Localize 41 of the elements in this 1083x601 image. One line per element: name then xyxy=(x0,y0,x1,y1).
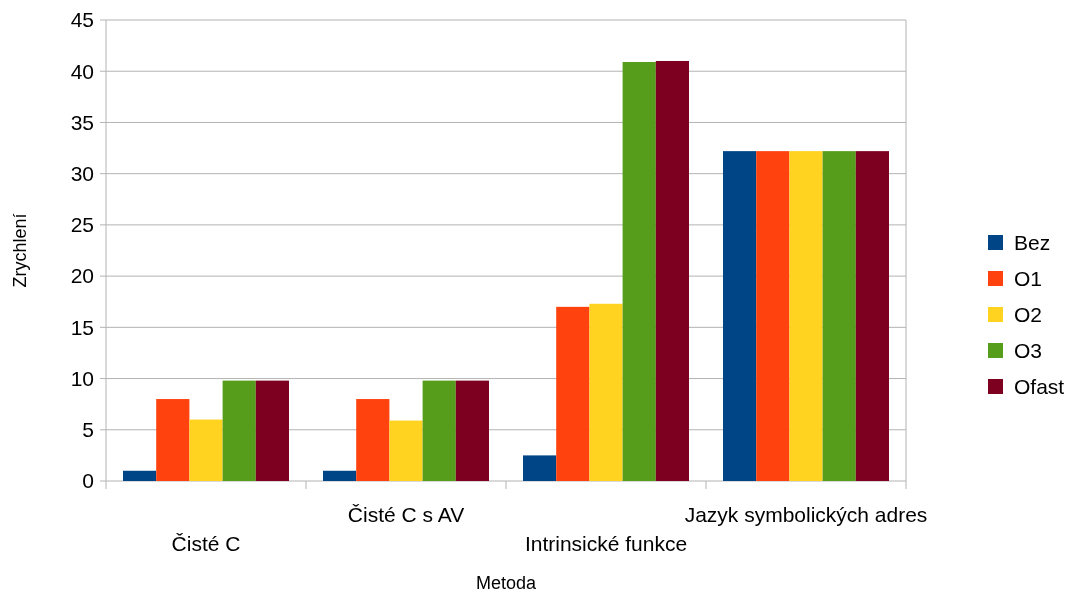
bar xyxy=(855,151,889,481)
y-tick-label: 35 xyxy=(70,110,94,134)
bar xyxy=(756,151,790,481)
bar xyxy=(789,151,823,481)
x-tick-label: Intrinsické funkce xyxy=(524,532,688,555)
y-axis-title: Zrychlení xyxy=(10,213,30,288)
y-tick-label: 15 xyxy=(70,315,94,339)
x-tick-label: Jazyk symbolických adres xyxy=(684,503,928,526)
bar xyxy=(723,151,757,481)
y-tick-label: 0 xyxy=(82,469,94,493)
bar xyxy=(123,470,157,481)
bar xyxy=(323,470,357,481)
y-tick-label: 40 xyxy=(70,59,94,83)
bar xyxy=(189,419,223,481)
bar xyxy=(556,306,590,481)
bar xyxy=(455,380,489,481)
bar xyxy=(622,62,656,481)
y-tick-label: 45 xyxy=(70,8,94,32)
legend-label: O1 xyxy=(1014,267,1043,291)
y-tick-label: 25 xyxy=(70,213,94,237)
x-tick-label: Čisté C s AV xyxy=(347,503,465,526)
y-tick-label: 10 xyxy=(70,366,94,390)
legend-label: Ofast xyxy=(1014,375,1065,399)
x-tick-label: Čisté C xyxy=(171,532,241,555)
bar xyxy=(523,455,557,481)
y-tick-label: 20 xyxy=(70,264,94,288)
x-axis-title: Metoda xyxy=(475,573,537,593)
y-tick-label: 5 xyxy=(82,418,94,442)
bar xyxy=(589,303,623,481)
bar xyxy=(389,420,423,481)
bar xyxy=(356,399,390,481)
legend-label: O2 xyxy=(1014,303,1043,327)
bar xyxy=(822,151,856,481)
bar xyxy=(222,380,256,481)
bar xyxy=(156,399,190,481)
bar xyxy=(655,60,689,481)
legend-label: O3 xyxy=(1014,339,1043,363)
legend-label: Bez xyxy=(1014,231,1051,255)
bar xyxy=(422,380,456,481)
bar xyxy=(255,380,289,481)
y-tick-label: 30 xyxy=(70,162,94,186)
